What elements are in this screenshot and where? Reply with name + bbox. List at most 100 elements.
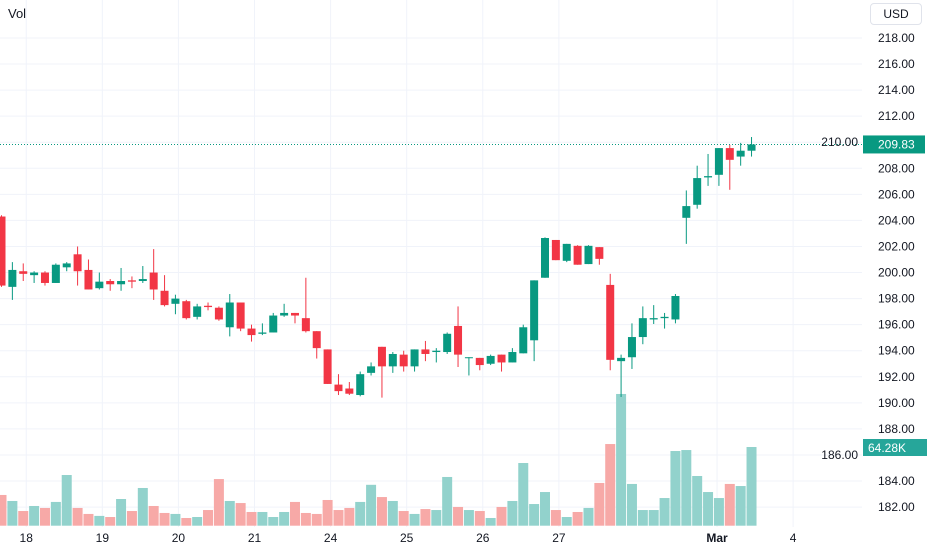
candle-body <box>627 337 636 358</box>
volume-bar <box>181 517 192 526</box>
candle-body <box>8 269 17 287</box>
candle-body <box>84 269 93 290</box>
last-price-badge <box>863 135 925 154</box>
candle-body <box>443 333 452 353</box>
candle-body <box>0 216 6 286</box>
x-tick-label: 21 <box>248 531 262 545</box>
volume-bar <box>626 483 637 526</box>
candle-body <box>247 328 256 336</box>
candle-body <box>301 318 310 332</box>
volume-bar <box>409 513 420 526</box>
volume-bar <box>83 513 94 526</box>
y-tick-label: 186.00 <box>821 448 858 462</box>
candle-body <box>497 354 506 363</box>
candle-body <box>40 272 49 283</box>
candle-body <box>323 349 332 384</box>
volume-bar <box>474 511 485 526</box>
volume-bar <box>398 511 409 526</box>
volume-bar <box>279 511 290 526</box>
volume-bar <box>605 444 616 526</box>
candle-body <box>617 357 626 362</box>
volume-bar <box>366 484 377 526</box>
axis-badges: 209.83 64.28K <box>863 135 927 456</box>
candle-body <box>671 295 680 320</box>
x-tick-label: 4 <box>790 531 797 545</box>
volume-bar <box>116 499 127 526</box>
volume-bar <box>616 393 627 526</box>
candle-body <box>19 271 28 274</box>
candle-body <box>225 302 234 328</box>
candle-body <box>62 263 71 268</box>
volume-bar <box>507 500 518 526</box>
volume-bar <box>39 507 50 526</box>
candle-body <box>606 284 615 360</box>
y-tick-label: 184.00 <box>878 474 915 488</box>
candle-body <box>95 281 104 289</box>
volume-bar <box>355 501 366 526</box>
candle-body <box>182 301 191 319</box>
volume-bar <box>637 510 648 526</box>
volume-bar <box>203 510 214 526</box>
candle-body <box>475 357 484 366</box>
candle-body <box>106 281 115 285</box>
x-tick-label: Mar <box>706 531 728 545</box>
volume-bar <box>105 517 116 526</box>
volume-bar <box>7 500 18 526</box>
volume-bar <box>235 503 246 526</box>
y-tick-label: 212.00 <box>878 109 915 123</box>
volume-bar <box>420 509 431 526</box>
candle-body <box>736 150 745 157</box>
volume-bar <box>724 483 735 526</box>
y-tick-label: 206.00 <box>878 187 915 201</box>
last-price-label: 209.83 <box>878 137 915 151</box>
candle-body <box>584 245 593 265</box>
time-axis[interactable]: 18 19 20 21 24 25 26 27 Mar 4 <box>20 531 797 545</box>
candle-body <box>638 318 647 338</box>
candle-body <box>193 306 202 317</box>
volume-bar <box>453 506 464 526</box>
candle-body <box>334 384 343 392</box>
candle-body <box>269 315 278 333</box>
volume-bar <box>518 463 529 526</box>
y-tick-label: 194.00 <box>878 344 915 358</box>
candle-body <box>214 307 223 320</box>
candle-body <box>573 245 582 265</box>
volume-bar <box>442 476 453 526</box>
volume-bar <box>268 517 279 526</box>
candle-body <box>280 312 289 316</box>
candle-body <box>290 312 299 316</box>
candle-body <box>704 176 713 178</box>
candles <box>0 137 756 398</box>
y-tick-label: 190.00 <box>878 396 915 410</box>
candle-body <box>171 298 180 304</box>
x-tick-label: 26 <box>476 531 490 545</box>
volume-bar <box>485 517 496 526</box>
volume-bar <box>583 507 594 526</box>
x-tick-label: 18 <box>20 531 34 545</box>
candle-body <box>432 350 441 353</box>
volume-bar <box>61 475 72 526</box>
y-tick-label: 198.00 <box>878 292 915 306</box>
candle-body <box>747 144 756 151</box>
candle-body <box>160 290 169 306</box>
volume-bar <box>703 492 714 526</box>
price-axis[interactable]: 218.00 216.00 214.00 212.00 210.00 208.00 206.… <box>821 31 915 514</box>
candle-body <box>530 280 539 341</box>
y-tick-label: 202.00 <box>878 239 915 253</box>
y-tick-label: 188.00 <box>878 422 915 436</box>
volume-bar <box>659 498 670 526</box>
volume-bar <box>496 506 507 526</box>
x-tick-label: 27 <box>552 531 566 545</box>
y-tick-label: 208.00 <box>878 161 915 175</box>
candle-body <box>562 243 571 261</box>
volume-bars <box>0 393 757 526</box>
volume-bar <box>463 510 474 526</box>
volume-bar <box>311 513 322 526</box>
currency-button[interactable]: USD <box>870 3 922 25</box>
volume-bar <box>540 492 550 526</box>
volume-indicator-label[interactable]: Vol <box>8 6 27 21</box>
last-volume-badge <box>863 439 927 456</box>
x-tick-label: 25 <box>400 531 414 545</box>
volume-bar <box>550 510 561 526</box>
